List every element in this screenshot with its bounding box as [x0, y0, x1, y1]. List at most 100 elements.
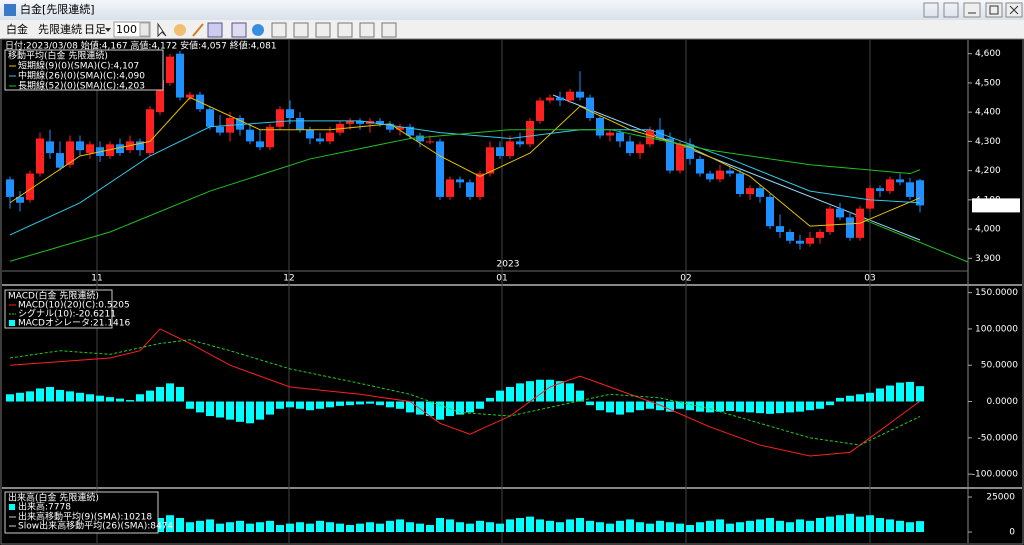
candle-body — [796, 240, 804, 244]
refresh-tool[interactable] — [252, 24, 264, 36]
candle-body — [296, 118, 304, 130]
volume-bar — [336, 523, 344, 533]
period[interactable]: 日足 — [84, 23, 106, 36]
legend-title: 移動平均(白金 先限連続) — [8, 50, 108, 62]
volume-bar — [216, 523, 224, 533]
y-tick-label: 4,000 — [975, 225, 1001, 235]
candle-body — [656, 129, 664, 139]
histogram-bar — [626, 401, 634, 413]
volume-bar — [226, 522, 234, 533]
histogram-bar — [596, 401, 604, 411]
histogram-bar — [126, 400, 134, 402]
candle-body — [686, 144, 694, 159]
histogram-bar — [816, 401, 824, 409]
volume-bar — [266, 520, 274, 533]
pin-button[interactable] — [923, 2, 939, 18]
histogram-bar — [796, 401, 804, 412]
pen-tool[interactable] — [192, 23, 204, 37]
candle-body — [846, 217, 854, 238]
volume-bar — [526, 516, 534, 533]
spinner[interactable] — [139, 22, 150, 37]
candle-body — [636, 144, 644, 154]
histogram-bar — [486, 397, 494, 402]
volume-bar — [816, 518, 824, 533]
volume-bar — [616, 520, 624, 533]
chart-tool[interactable] — [381, 22, 397, 38]
candle-body — [356, 120, 364, 124]
window-tool[interactable] — [231, 22, 247, 38]
histogram-bar — [546, 379, 554, 402]
volume-bar — [566, 519, 574, 533]
candle-body — [146, 109, 154, 154]
draw-tool[interactable] — [207, 22, 223, 38]
chart-tool[interactable] — [293, 22, 309, 38]
last-price-box — [972, 198, 1020, 213]
volume-bar — [456, 522, 464, 533]
candle-body — [776, 226, 784, 232]
volume-bar — [466, 523, 474, 533]
y-tick-label: 4,400 — [975, 108, 1001, 118]
x-tick-label: 03 — [864, 274, 875, 284]
histogram-bar — [256, 401, 264, 420]
histogram-bar — [606, 401, 614, 413]
chart-tool[interactable] — [337, 22, 353, 38]
volume-bar — [546, 520, 554, 533]
histogram-bar — [16, 392, 24, 402]
candle-body — [616, 132, 624, 142]
histogram-bar — [76, 392, 84, 402]
maximize-button[interactable] — [985, 2, 1003, 18]
volume-bar — [356, 523, 364, 533]
y-tick-label: 50.0000 — [981, 361, 1018, 371]
volume-bar — [186, 522, 194, 533]
legend-entry: MACDオシレータ:21.1416 — [18, 318, 131, 329]
candle-body — [16, 196, 24, 203]
candle-body — [166, 56, 174, 83]
minimize-button[interactable] — [963, 2, 981, 18]
volume-bar — [596, 522, 604, 533]
dropdown-arrow[interactable] — [105, 28, 111, 32]
chart-tool[interactable] — [359, 22, 375, 38]
candle-body — [6, 179, 14, 197]
volume-bar — [236, 520, 244, 533]
volume-bar — [636, 522, 644, 533]
candle-body — [186, 94, 194, 98]
volume-bar — [416, 523, 424, 533]
candle-body — [556, 97, 564, 101]
histogram-bar — [166, 383, 174, 402]
y-tick-label: 3,900 — [975, 254, 1001, 264]
histogram-bar — [196, 401, 204, 413]
candle-body — [536, 100, 544, 121]
volume-bar — [156, 518, 164, 533]
histogram-bar — [866, 392, 874, 402]
histogram-bar — [46, 387, 54, 402]
candle-body — [36, 138, 44, 174]
histogram-bar — [646, 401, 654, 409]
app-icon — [4, 4, 16, 16]
count-value[interactable]: 100 — [116, 23, 137, 36]
window-buttons[interactable] — [923, 2, 1023, 18]
histogram-bar — [676, 401, 684, 409]
histogram-bar — [426, 401, 434, 417]
histogram-bar — [116, 398, 124, 402]
x-tick-label: 12 — [283, 274, 294, 284]
y-tick-label: 4,300 — [975, 137, 1001, 147]
contract[interactable]: 先限連続 — [38, 22, 82, 36]
pin2-button[interactable] — [943, 2, 959, 18]
histogram-bar — [476, 401, 484, 409]
hand-tool[interactable] — [174, 24, 186, 36]
volume-bar — [666, 522, 674, 533]
chart-tool[interactable] — [315, 22, 331, 38]
tool-icons[interactable] — [157, 22, 397, 38]
symbol[interactable]: 白金 — [6, 22, 28, 36]
cursor-tool[interactable] — [157, 22, 167, 38]
volume-bar — [836, 515, 844, 533]
line-series — [9, 339, 921, 446]
zoom-tool[interactable] — [271, 22, 287, 38]
candle-body — [416, 135, 424, 142]
x-tick-label: 01 — [496, 274, 507, 284]
legend-title: MACD(白金 先限連続) — [8, 290, 99, 302]
histogram-bar — [366, 401, 374, 404]
volume-bar — [316, 520, 324, 533]
histogram-bar — [136, 394, 144, 402]
histogram-bar — [526, 381, 534, 402]
